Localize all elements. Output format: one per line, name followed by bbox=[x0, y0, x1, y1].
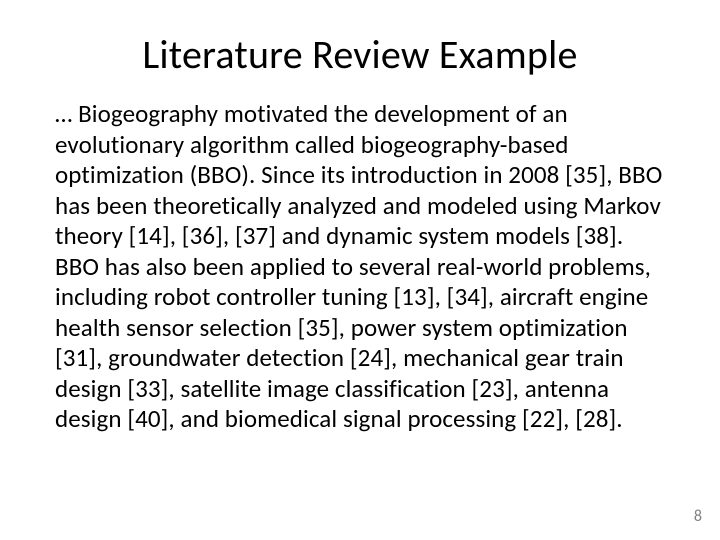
slide-title: Literature Review Example bbox=[55, 30, 665, 79]
page-number: 8 bbox=[694, 507, 702, 526]
slide-body-text: … Biogeography motivated the development… bbox=[55, 99, 665, 435]
slide-container: Literature Review Example … Biogeography… bbox=[0, 0, 720, 540]
